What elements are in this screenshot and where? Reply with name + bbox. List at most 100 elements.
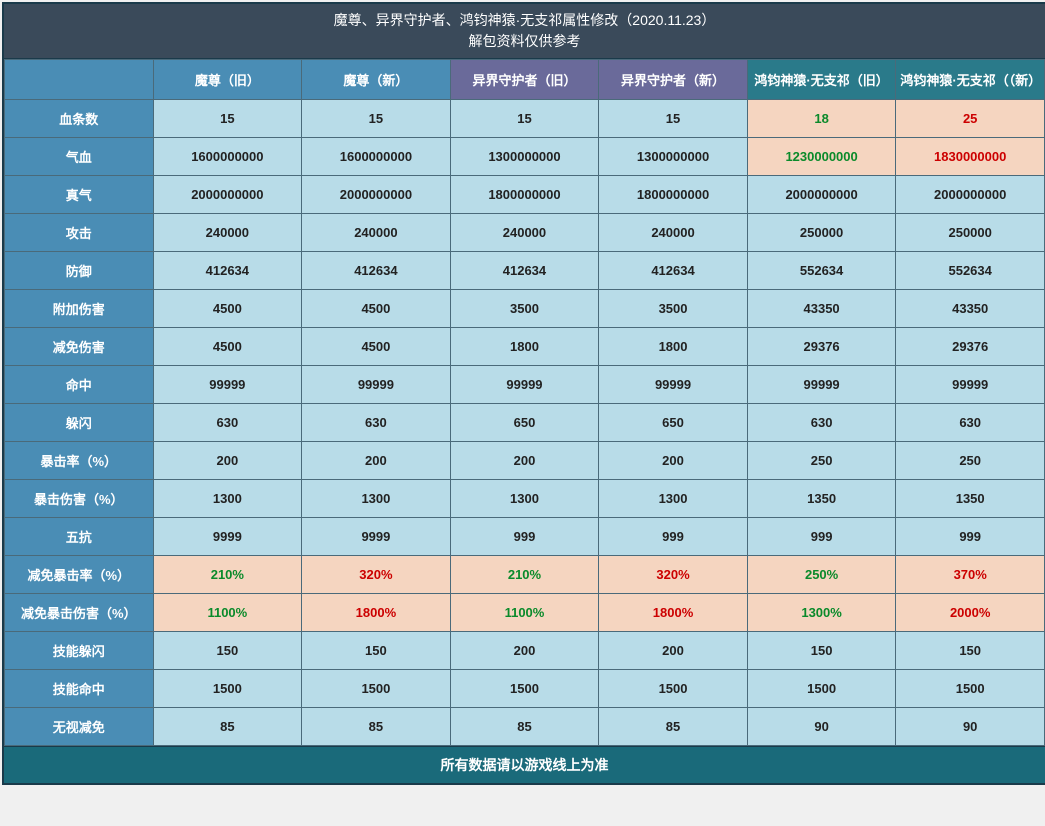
cell: 200 bbox=[302, 442, 451, 480]
table-row: 技能躲闪150150200200150150 bbox=[5, 632, 1045, 670]
cell: 412634 bbox=[450, 252, 599, 290]
cell: 85 bbox=[153, 708, 302, 746]
table-row: 气血16000000001600000000130000000013000000… bbox=[5, 138, 1045, 176]
cell: 250000 bbox=[747, 214, 896, 252]
cell: 1500 bbox=[747, 670, 896, 708]
cell: 2000000000 bbox=[153, 176, 302, 214]
cell: 412634 bbox=[153, 252, 302, 290]
cell: 250% bbox=[747, 556, 896, 594]
cell: 15 bbox=[153, 100, 302, 138]
table-row: 血条数151515151825 bbox=[5, 100, 1045, 138]
cell: 4500 bbox=[153, 328, 302, 366]
cell: 999 bbox=[747, 518, 896, 556]
cell: 2000% bbox=[896, 594, 1045, 632]
row-header: 暴击率（%） bbox=[5, 442, 154, 480]
cell: 200 bbox=[599, 442, 748, 480]
cell: 2000000000 bbox=[896, 176, 1045, 214]
row-header: 附加伤害 bbox=[5, 290, 154, 328]
col-header-0: 魔尊（旧） bbox=[153, 60, 302, 100]
table-row: 暴击伤害（%）130013001300130013501350 bbox=[5, 480, 1045, 518]
cell: 999 bbox=[450, 518, 599, 556]
cell: 4500 bbox=[302, 290, 451, 328]
row-header: 暴击伤害（%） bbox=[5, 480, 154, 518]
row-header: 气血 bbox=[5, 138, 154, 176]
cell: 630 bbox=[747, 404, 896, 442]
cell: 1300 bbox=[450, 480, 599, 518]
row-header: 躲闪 bbox=[5, 404, 154, 442]
cell: 85 bbox=[302, 708, 451, 746]
cell: 150 bbox=[747, 632, 896, 670]
cell: 9999 bbox=[302, 518, 451, 556]
cell: 15 bbox=[302, 100, 451, 138]
table-head: 魔尊（旧）魔尊（新）异界守护者（旧）异界守护者（新）鸿钧神猿·无支祁（旧）鸿钧神… bbox=[5, 60, 1045, 100]
footer-bar: 所有数据请以游戏线上为准 bbox=[4, 746, 1045, 783]
cell: 1800000000 bbox=[599, 176, 748, 214]
cell: 1800 bbox=[450, 328, 599, 366]
cell: 999 bbox=[599, 518, 748, 556]
table-row: 防御412634412634412634412634552634552634 bbox=[5, 252, 1045, 290]
cell: 630 bbox=[153, 404, 302, 442]
cell: 200 bbox=[599, 632, 748, 670]
cell: 1600000000 bbox=[302, 138, 451, 176]
cell: 99999 bbox=[747, 366, 896, 404]
cell: 1300 bbox=[599, 480, 748, 518]
col-header-1: 魔尊（新） bbox=[302, 60, 451, 100]
cell: 630 bbox=[896, 404, 1045, 442]
cell: 1800 bbox=[599, 328, 748, 366]
table-row: 攻击240000240000240000240000250000250000 bbox=[5, 214, 1045, 252]
table-row: 五抗99999999999999999999 bbox=[5, 518, 1045, 556]
row-header: 防御 bbox=[5, 252, 154, 290]
cell: 99999 bbox=[153, 366, 302, 404]
table-row: 附加伤害45004500350035004335043350 bbox=[5, 290, 1045, 328]
cell: 3500 bbox=[599, 290, 748, 328]
cell: 999 bbox=[896, 518, 1045, 556]
cell: 650 bbox=[450, 404, 599, 442]
cell: 552634 bbox=[747, 252, 896, 290]
cell: 412634 bbox=[302, 252, 451, 290]
cell: 250 bbox=[896, 442, 1045, 480]
cell: 240000 bbox=[599, 214, 748, 252]
table-row: 技能命中150015001500150015001500 bbox=[5, 670, 1045, 708]
table-container: 魔尊、异界守护者、鸿钧神猿·无支祁属性修改（2020.11.23） 解包资料仅供… bbox=[2, 2, 1045, 785]
cell: 200 bbox=[450, 442, 599, 480]
cell: 85 bbox=[599, 708, 748, 746]
cell: 43350 bbox=[896, 290, 1045, 328]
cell: 1350 bbox=[747, 480, 896, 518]
table-row: 命中999999999999999999999999999999 bbox=[5, 366, 1045, 404]
cell: 1300000000 bbox=[450, 138, 599, 176]
cell: 1100% bbox=[153, 594, 302, 632]
col-header-5: 鸿钧神猿·无支祁（（新） bbox=[896, 60, 1045, 100]
cell: 43350 bbox=[747, 290, 896, 328]
row-header: 血条数 bbox=[5, 100, 154, 138]
cell: 650 bbox=[599, 404, 748, 442]
cell: 200 bbox=[450, 632, 599, 670]
cell: 1230000000 bbox=[747, 138, 896, 176]
cell: 240000 bbox=[302, 214, 451, 252]
cell: 18 bbox=[747, 100, 896, 138]
cell: 210% bbox=[153, 556, 302, 594]
cell: 200 bbox=[153, 442, 302, 480]
cell: 1500 bbox=[450, 670, 599, 708]
cell: 99999 bbox=[450, 366, 599, 404]
row-header: 真气 bbox=[5, 176, 154, 214]
row-header: 五抗 bbox=[5, 518, 154, 556]
row-header: 攻击 bbox=[5, 214, 154, 252]
table-body: 血条数151515151825气血16000000001600000000130… bbox=[5, 100, 1045, 746]
cell: 1800% bbox=[302, 594, 451, 632]
cell: 1300 bbox=[302, 480, 451, 518]
cell: 1300 bbox=[153, 480, 302, 518]
cell: 240000 bbox=[153, 214, 302, 252]
header-row: 魔尊（旧）魔尊（新）异界守护者（旧）异界守护者（新）鸿钧神猿·无支祁（旧）鸿钧神… bbox=[5, 60, 1045, 100]
cell: 412634 bbox=[599, 252, 748, 290]
col-header-3: 异界守护者（新） bbox=[599, 60, 748, 100]
cell: 1100% bbox=[450, 594, 599, 632]
row-header: 命中 bbox=[5, 366, 154, 404]
title-bar: 魔尊、异界守护者、鸿钧神猿·无支祁属性修改（2020.11.23） 解包资料仅供… bbox=[4, 4, 1045, 59]
cell: 1600000000 bbox=[153, 138, 302, 176]
title-line-2: 解包资料仅供参考 bbox=[4, 31, 1045, 52]
cell: 552634 bbox=[896, 252, 1045, 290]
row-header: 技能躲闪 bbox=[5, 632, 154, 670]
cell: 150 bbox=[896, 632, 1045, 670]
cell: 210% bbox=[450, 556, 599, 594]
cell: 1830000000 bbox=[896, 138, 1045, 176]
